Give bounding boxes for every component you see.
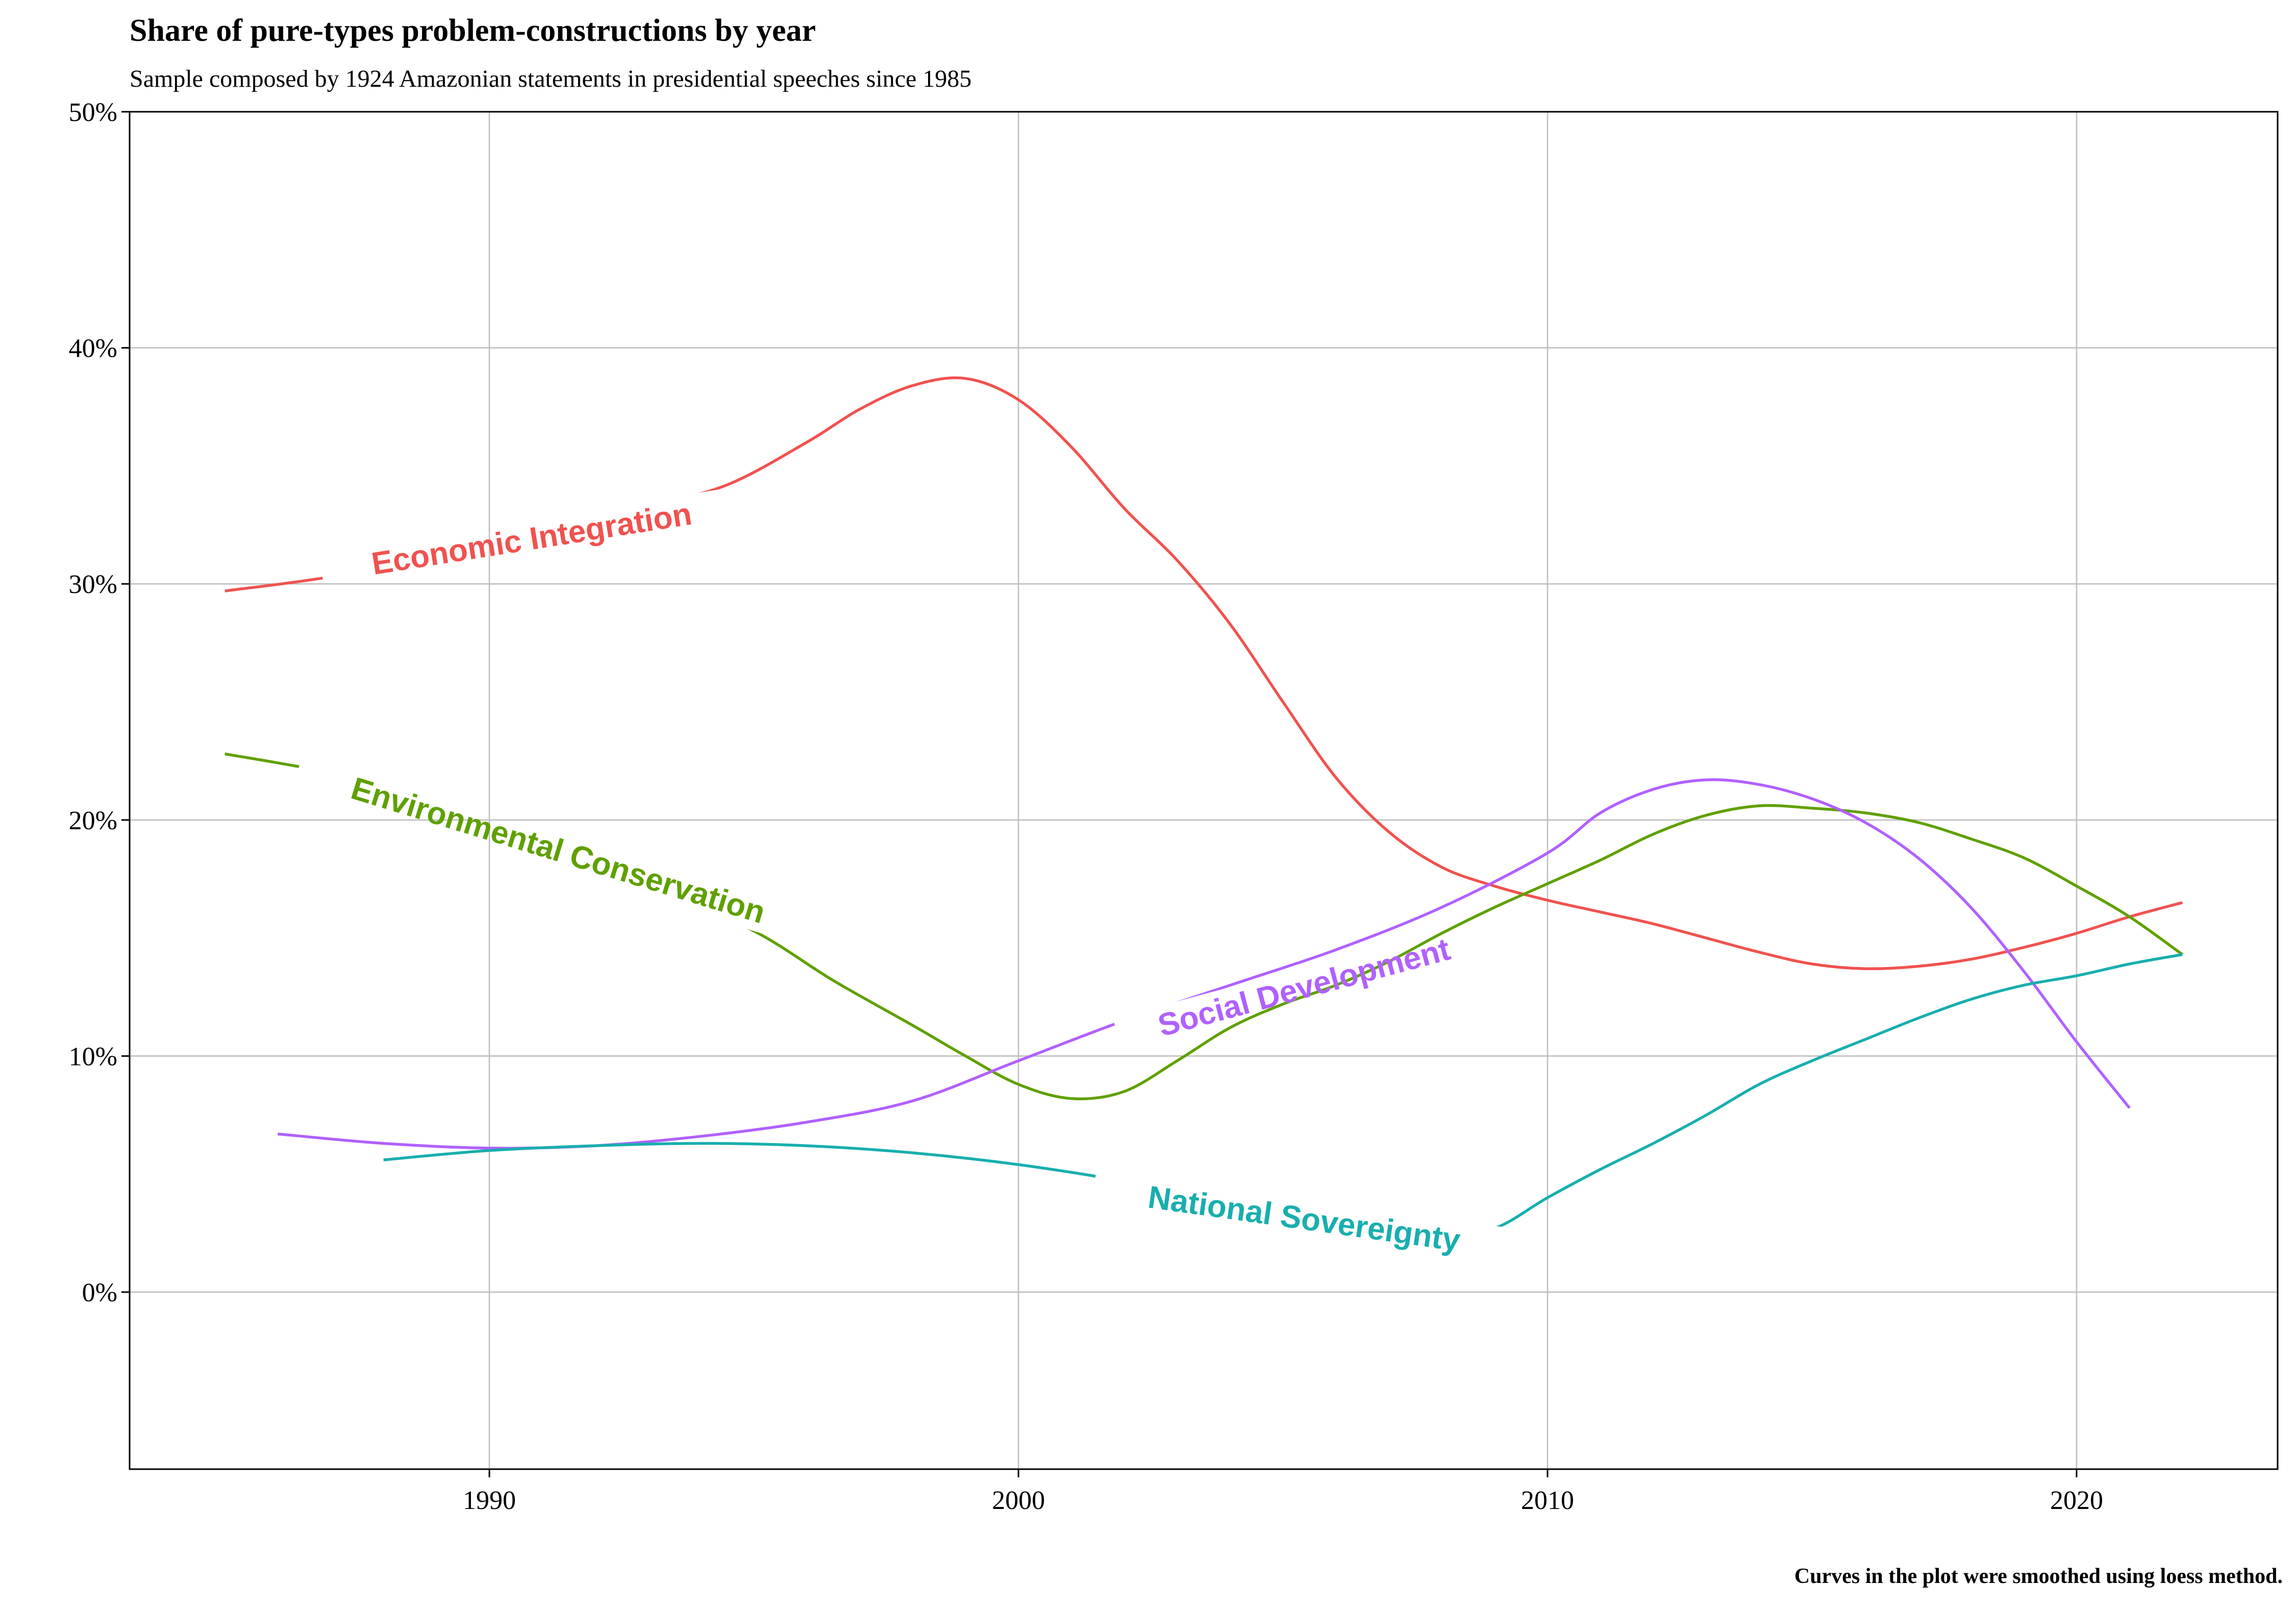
chart-caption: Curves in the plot were smoothed using l… bbox=[1794, 1565, 2283, 1588]
x-tick-label: 2020 bbox=[2050, 1486, 2103, 1515]
y-tick-label: 30% bbox=[69, 570, 117, 599]
series-label-environmental-conservation: Environmental Conservation bbox=[347, 771, 769, 931]
y-tick-label: 0% bbox=[82, 1278, 117, 1307]
series-label-economic-integration: Economic Integration bbox=[369, 497, 694, 582]
x-tick-label: 2010 bbox=[1521, 1486, 1574, 1515]
y-tick-label: 10% bbox=[69, 1042, 117, 1071]
plot-panel-border bbox=[129, 111, 2279, 1470]
y-tick-label: 40% bbox=[69, 334, 117, 363]
series-labels: Economic Integration Environmental Conser… bbox=[347, 497, 1462, 1258]
series-lines bbox=[224, 376, 2183, 1237]
x-tick-label: 2000 bbox=[992, 1486, 1045, 1515]
series-line-environmental-conservation bbox=[224, 752, 2183, 1101]
series-line-social-development bbox=[278, 778, 2131, 1150]
series-label-social-development: Social Development bbox=[1155, 932, 1454, 1044]
y-tick-label: 50% bbox=[69, 98, 117, 127]
chart-subtitle: Sample composed by 1924 Amazonian statem… bbox=[130, 65, 971, 92]
series-line-economic-integration bbox=[224, 376, 2183, 971]
y-tick-label: 20% bbox=[69, 806, 117, 835]
axes: 0% 10% 20% 30% 40% 50% 1990 2000 2010 2020 bbox=[69, 98, 2103, 1515]
chart-title: Share of pure-types problem-construction… bbox=[130, 13, 816, 48]
x-tick-label: 1990 bbox=[463, 1486, 516, 1515]
grid bbox=[130, 111, 2278, 1469]
series-label-national-sovereignty: National Sovereignty bbox=[1146, 1180, 1463, 1258]
series-line-national-sovereignty bbox=[383, 953, 2183, 1237]
